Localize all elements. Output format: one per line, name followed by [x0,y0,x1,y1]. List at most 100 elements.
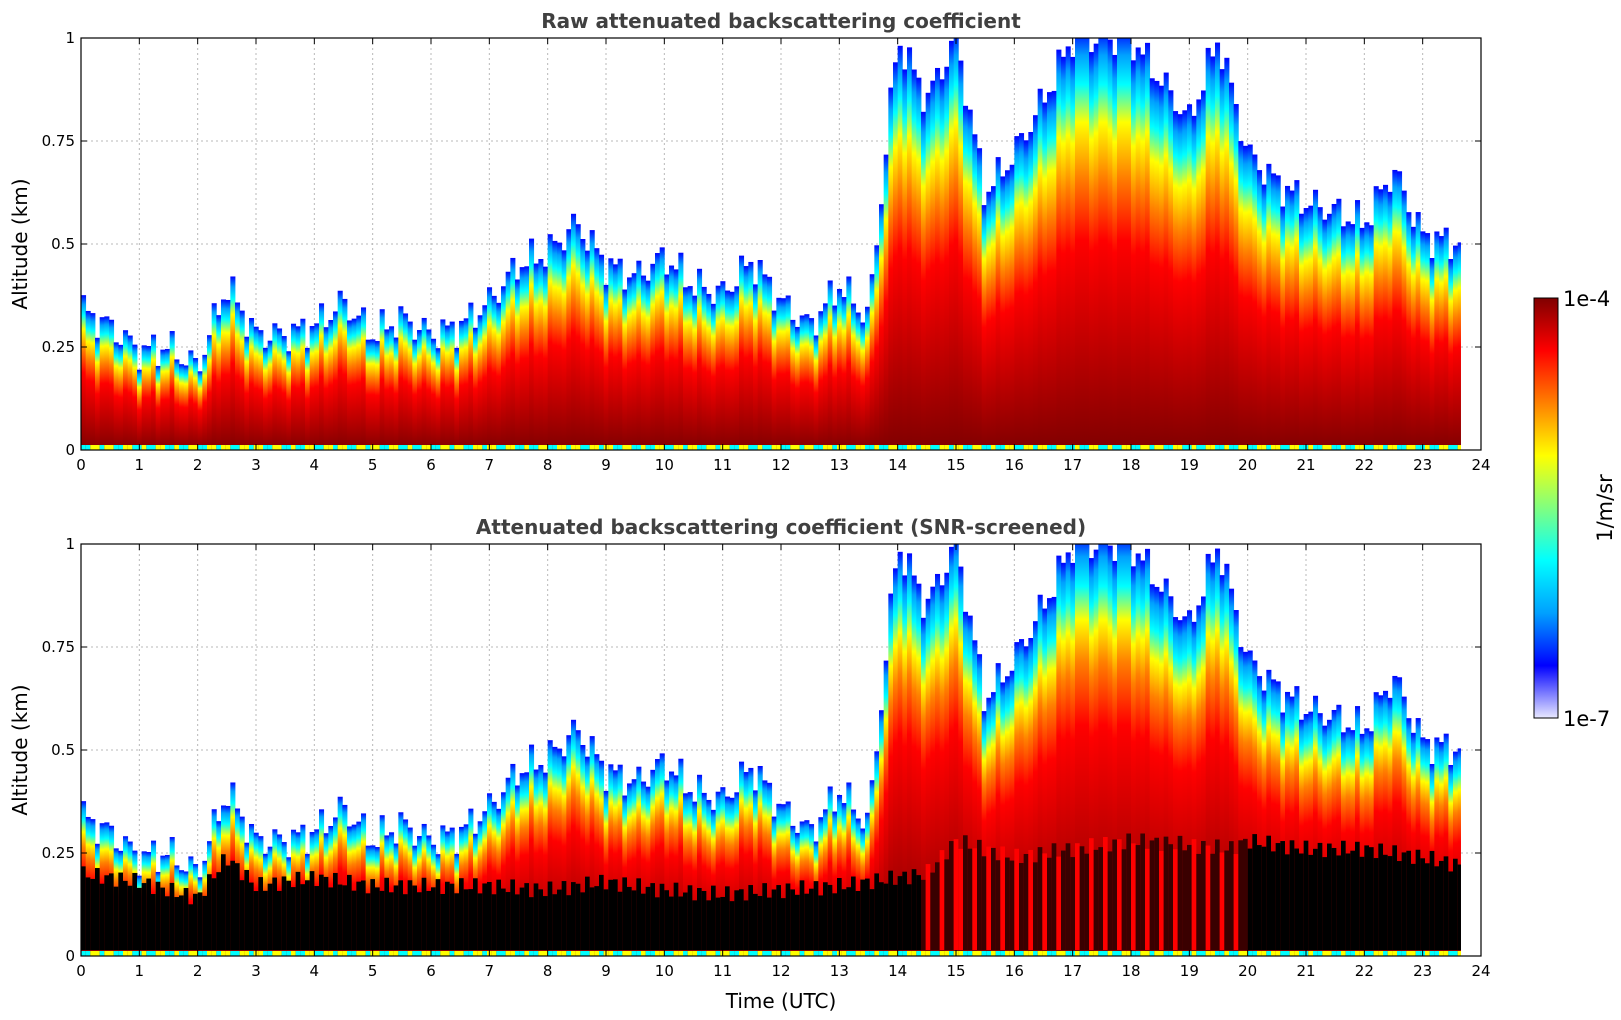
data-column [1392,169,1398,450]
data-column [1378,189,1384,450]
screened-column [1107,851,1113,950]
surface-band [930,951,936,956]
surface-band [739,445,745,450]
screened-column [1229,841,1235,950]
screened-column [1303,840,1309,950]
x-tick-label: 9 [601,962,611,980]
screened-column [375,887,381,950]
surface-band [757,445,763,450]
screened-column [319,874,325,950]
data-column [1224,57,1230,450]
screened-column [599,874,605,950]
surface-band [449,445,455,450]
data-column [487,793,493,956]
surface-band [165,445,171,450]
data-column [1205,47,1211,450]
x-tick-label: 8 [543,456,553,474]
surface-band [1457,445,1461,450]
data-column [1135,47,1141,450]
data-column [1079,544,1085,956]
surface-band [258,445,264,450]
x-tick-label: 12 [771,962,790,980]
screened-column [183,887,189,950]
data-column [1345,727,1351,956]
screened-column [1317,842,1323,950]
screened-column [281,876,287,950]
data-column [95,337,101,450]
screened-column [1182,850,1188,950]
data-column [1387,191,1393,450]
screened-column [445,881,451,950]
surface-band [1257,951,1263,956]
data-column [599,254,605,450]
screened-column [1028,849,1034,950]
surface-band [1350,445,1356,450]
data-column [1047,92,1053,450]
screened-column [477,893,483,950]
data-column [809,318,815,450]
surface-band [813,951,819,956]
surface-band [230,951,236,956]
surface-band [1243,445,1249,450]
data-column [379,309,385,450]
screened-column [1191,839,1197,950]
surface-band [403,445,409,450]
surface-band [888,951,894,956]
surface-band [538,951,544,956]
x-tick-label: 13 [830,456,849,474]
data-column [1028,132,1034,450]
surface-band [1121,951,1127,956]
data-column [188,350,194,450]
surface-band [1117,445,1123,450]
surface-band [813,445,819,450]
surface-band [879,445,885,450]
data-column [412,339,418,450]
surface-band [734,445,740,450]
data-column [902,575,908,956]
screened-column [454,893,460,950]
data-column [342,804,348,956]
data-column [1033,621,1039,956]
data-column [1294,180,1300,450]
data-column [473,327,479,450]
data-column [1303,208,1309,450]
screened-column [715,897,721,950]
data-column [510,257,516,450]
data-column [935,573,941,956]
surface-band [1023,951,1029,956]
data-column [958,60,964,450]
surface-band [342,445,348,450]
surface-band [925,951,931,956]
screened-column [1149,840,1155,950]
surface-band [683,445,689,450]
screened-column [972,848,978,950]
surface-band [459,445,465,450]
data-column [165,348,171,450]
surface-band [767,951,773,956]
screened-column [1103,836,1109,950]
surface-band [981,445,987,450]
surface-band [1191,445,1197,450]
screened-column [669,896,675,950]
data-column [622,795,628,956]
data-column [1196,99,1202,450]
screened-column [1401,852,1407,950]
data-column [1289,696,1295,956]
data-column [449,321,455,450]
surface-band [1434,951,1440,956]
surface-band [1079,445,1085,450]
surface-band [622,445,628,450]
data-column [491,801,497,956]
surface-band [90,951,96,956]
screened-column [692,900,698,950]
x-tick-label: 23 [1413,962,1432,980]
surface-band [1005,951,1011,956]
surface-band [585,951,591,956]
x-tick-label: 14 [888,456,907,474]
surface-band [1285,951,1291,956]
data-column [1336,198,1342,450]
surface-band [169,445,175,450]
y-axis-label: Altitude (km) [8,178,32,309]
surface-band [1229,951,1235,956]
data-column [575,730,581,956]
